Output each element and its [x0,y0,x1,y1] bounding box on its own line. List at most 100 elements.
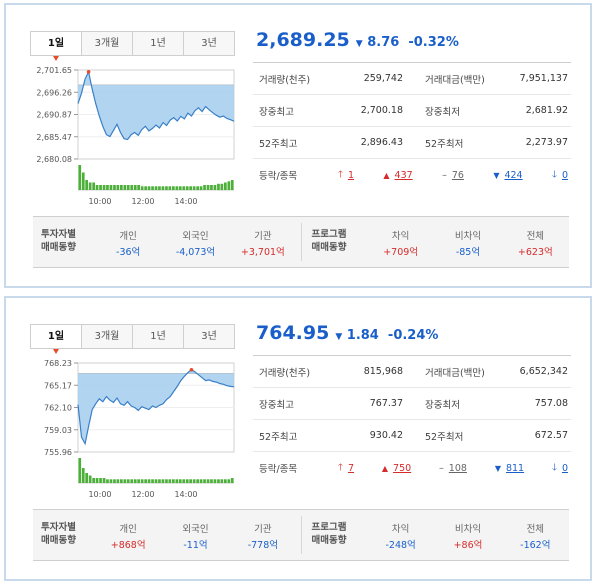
high-marker-icon [86,70,91,74]
investor-label-line2: 매매동향 [41,535,76,546]
period-tabs: 1일 3개월 1년 3년 [30,324,235,354]
volume-bar [165,479,168,484]
volume-bar [178,186,182,191]
stats-row: 거래량(천주) 259,742 거래대금(백만) 7,951,137 [253,63,571,95]
volume-bar [199,186,203,191]
stats-table: 거래량(천주) 259,742 거래대금(백만) 7,951,137 장중최고 … [253,62,571,190]
limit-up-icon: 🡑 [338,462,343,473]
institution-value: +3,701억 [240,247,285,258]
volume-bar [196,186,199,191]
program-label-line2: 매매동향 [311,535,347,546]
updown-label: 등락/종목 [259,171,298,182]
low-value: 757.08 [534,398,568,409]
volume-bar [140,479,144,484]
volume-bar [123,479,127,484]
volume-bar [161,479,165,484]
active-tab-marker-icon [53,349,59,354]
volume-bar [126,479,130,484]
limit-down-count[interactable]: 🡓 0 [552,167,568,183]
volume-bar [106,185,109,190]
volume-bar [113,185,116,190]
down-count[interactable]: ▼ 424 [493,170,522,181]
index-change: ▼ 1.84 -0.24% [335,328,438,343]
volume-bar [230,180,234,190]
x-tick-label: 14:00 [174,490,197,499]
institution-value: -778억 [247,540,278,551]
volume-bar [192,186,196,191]
volume-bar [137,479,140,484]
volume-bar [126,185,130,190]
volume-bar [130,185,134,190]
high-value: 2,700.18 [360,105,403,116]
up-value: 750 [393,462,412,474]
down-count[interactable]: ▼ 811 [495,463,524,474]
individual-value: -36억 [116,247,141,258]
tab-3m[interactable]: 3개월 [81,325,132,348]
price-line [77,70,235,141]
volume-bar [137,185,140,190]
low-label: 장중최저 [425,399,460,411]
flat-count[interactable]: –76 [442,170,464,181]
flat-value: 108 [448,462,467,474]
program-label-line1: 프로그램 [311,522,347,533]
volume-bar [154,186,158,191]
tab-3y[interactable]: 3년 [183,325,234,348]
foreign-col: 외국인 -11억 [162,510,229,560]
volume-bar [158,479,161,484]
volume-bar [102,478,106,483]
down-arrow-icon: ▼ [355,39,363,49]
price-area [78,71,234,140]
limit-down-count[interactable]: 🡓 0 [552,460,568,476]
tab-1y[interactable]: 1년 [132,32,183,55]
limit-down-icon: 🡓 [551,462,557,473]
volume-bar [168,479,172,484]
x-tick-label: 10:00 [88,197,111,206]
volume-bar [106,479,109,484]
volume-bar [92,478,95,483]
volume-bar [88,475,92,483]
x-tick-label: 14:00 [174,197,197,206]
up-count[interactable]: ▲ 437 [383,170,412,181]
institution-label: 기관 [254,524,272,535]
tab-1d[interactable]: 1일 [31,32,81,61]
down-triangle-icon: ▼ [494,463,501,473]
volume-bar [95,185,99,190]
index-header: 2,689.25 ▼ 8.76 -0.32% [256,29,459,59]
limit-up-count[interactable]: 🡑 1 [338,167,354,183]
arbitrage-label: 차익 [391,524,410,535]
volume-bar [133,479,137,484]
index-header: 764.95 ▼ 1.84 -0.24% [256,322,438,352]
tab-1d[interactable]: 1일 [31,325,81,354]
limit-up-count[interactable]: 🡑 7 [338,460,354,476]
volume-value: 815,968 [363,366,403,377]
y-tick-label: 2,701.65 [36,66,72,75]
volume-bar [178,479,182,484]
index-value: 2,689.25 [256,29,350,51]
investor-trading-box: 투자자별 매매동향 개인 +868억 외국인 -11억 기관 -778억 프로그램 매매동… [33,509,569,561]
tab-3y[interactable]: 3년 [183,32,234,55]
volume-bar [85,473,88,483]
volume-bar [203,479,206,484]
index-value: 764.95 [256,322,330,344]
tab-3m[interactable]: 3개월 [81,32,132,55]
flat-count[interactable]: –108 [439,463,467,474]
volume-bar [172,186,175,191]
volume-bar [78,165,82,190]
x-tick-label: 12:00 [131,490,154,499]
stats-row: 등락/종목 🡑 1 ▲ 437 –76 ▼ 424 🡓 0 [253,159,571,191]
volume-bar [130,479,134,484]
total-col: 전체 -162억 [502,510,569,560]
down-arrow-icon: ▼ [335,332,343,342]
volume-value: 259,742 [363,73,403,84]
volume-bar [120,479,123,484]
volume-bar [185,186,189,191]
stats-row: 52주최고 2,896.43 52주최저 2,273.97 [253,127,571,159]
up-count[interactable]: ▲ 750 [382,463,411,474]
volume-bar [85,180,88,190]
volume-bar [109,185,113,190]
up-triangle-icon: ▲ [383,170,390,180]
y-tick-label: 2,685.47 [36,133,72,142]
volume-bar [210,185,213,190]
tab-1y[interactable]: 1년 [132,325,183,348]
volume-bar [144,479,147,484]
